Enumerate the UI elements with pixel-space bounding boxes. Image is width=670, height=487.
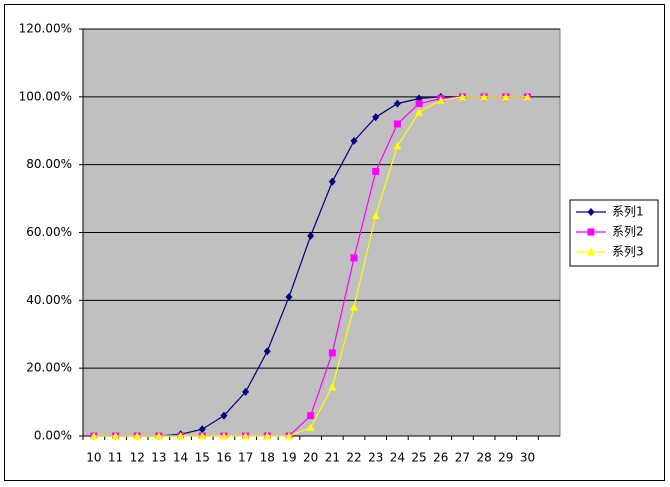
marker — [263, 347, 271, 356]
marker — [307, 231, 315, 240]
x-tick-label: 21 — [325, 451, 340, 465]
marker — [307, 412, 315, 420]
marker — [242, 387, 250, 396]
legend-box — [569, 199, 659, 267]
x-tick-label: 10 — [86, 451, 101, 465]
marker — [587, 228, 595, 236]
marker — [133, 432, 142, 440]
marker — [263, 432, 272, 440]
marker — [328, 382, 337, 391]
marker — [89, 432, 98, 440]
x-tick-label: 13 — [151, 451, 166, 465]
y-tick-label: 20.00% — [26, 361, 72, 375]
marker — [350, 136, 358, 145]
marker — [523, 92, 532, 101]
x-tick-label: 19 — [281, 451, 296, 465]
marker — [501, 92, 510, 101]
marker — [415, 100, 423, 108]
marker — [415, 108, 424, 116]
legend-label: 系列2 — [612, 225, 644, 239]
x-tick-label: 26 — [433, 451, 448, 465]
x-tick-label: 30 — [520, 451, 535, 465]
x-tick-label: 25 — [411, 451, 426, 465]
x-tick-label: 11 — [108, 451, 123, 465]
marker — [220, 411, 228, 420]
marker — [587, 208, 595, 216]
marker — [241, 432, 250, 440]
x-tick-label: 16 — [216, 451, 231, 465]
x-tick-label: 17 — [238, 451, 253, 465]
marker — [393, 142, 402, 150]
marker — [393, 120, 401, 128]
marker — [350, 303, 359, 311]
marker — [458, 92, 467, 101]
y-tick-label: 120.00% — [19, 22, 72, 36]
marker — [393, 99, 401, 108]
marker — [372, 113, 380, 122]
marker — [285, 292, 293, 301]
marker — [176, 432, 185, 440]
x-tick-label: 23 — [368, 451, 383, 465]
marker — [372, 167, 380, 175]
x-tick-label: 18 — [260, 451, 275, 465]
marker — [436, 96, 445, 104]
y-tick-label: 40.00% — [26, 293, 72, 307]
marker — [306, 423, 315, 432]
marker — [219, 432, 228, 440]
x-tick-label: 12 — [130, 451, 145, 465]
legend-label: 系列1 — [612, 205, 644, 219]
marker — [350, 254, 358, 262]
x-tick-label: 29 — [498, 451, 513, 465]
x-tick-label: 14 — [173, 451, 188, 465]
x-tick-label: 20 — [303, 451, 318, 465]
marker — [198, 425, 206, 434]
x-tick-label: 24 — [390, 451, 405, 465]
marker — [154, 432, 163, 440]
marker — [480, 92, 489, 101]
x-tick-label: 28 — [476, 451, 491, 465]
x-tick-label: 27 — [455, 451, 470, 465]
marker — [587, 248, 595, 256]
y-tick-label: 80.00% — [26, 157, 72, 171]
marker — [328, 349, 336, 357]
x-tick-label: 15 — [195, 451, 210, 465]
y-tick-label: 0.00% — [34, 429, 72, 443]
x-tick-label: 22 — [346, 451, 361, 465]
marker — [111, 432, 120, 440]
marker — [284, 432, 293, 440]
marker — [198, 432, 207, 440]
y-tick-label: 100.00% — [19, 89, 72, 103]
marker — [371, 211, 380, 220]
legend-label: 系列3 — [612, 245, 644, 259]
y-tick-label: 60.00% — [26, 225, 72, 239]
marker — [328, 177, 336, 186]
